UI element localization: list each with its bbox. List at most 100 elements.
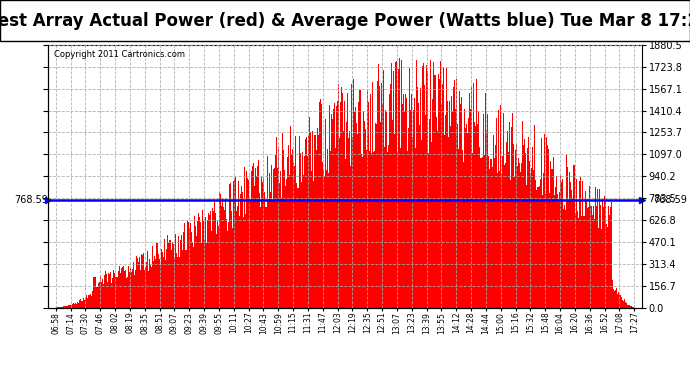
Bar <box>250 201 251 308</box>
Bar <box>139 257 140 307</box>
Bar <box>386 112 387 308</box>
Bar <box>489 170 490 308</box>
Bar <box>235 183 237 308</box>
Bar <box>345 159 346 308</box>
Bar <box>477 139 478 308</box>
Bar <box>89 295 90 307</box>
Bar <box>533 170 534 308</box>
Bar <box>156 243 157 308</box>
Bar <box>113 270 114 308</box>
Bar <box>144 270 145 308</box>
Bar <box>227 231 228 308</box>
Bar <box>605 201 606 308</box>
Bar <box>310 132 311 308</box>
Bar <box>285 186 286 308</box>
Bar <box>522 122 523 308</box>
Bar <box>97 287 98 308</box>
Bar <box>106 274 107 308</box>
Bar <box>287 158 288 308</box>
Bar <box>181 235 182 308</box>
Bar <box>336 106 337 307</box>
Bar <box>196 236 197 308</box>
Bar <box>220 194 221 308</box>
Bar <box>224 210 225 308</box>
Bar <box>201 240 202 308</box>
Bar <box>161 252 163 308</box>
Bar <box>439 79 440 308</box>
Bar <box>483 114 484 308</box>
Bar <box>92 291 93 308</box>
Bar <box>481 158 482 308</box>
Bar <box>318 135 319 308</box>
Bar <box>577 168 578 308</box>
Bar <box>170 240 171 308</box>
Bar <box>340 102 341 308</box>
Bar <box>317 143 318 308</box>
Text: 768.59: 768.59 <box>14 195 48 205</box>
Bar <box>155 259 156 308</box>
Bar <box>428 153 429 308</box>
Bar <box>232 228 233 308</box>
Bar <box>518 158 519 308</box>
Bar <box>470 109 471 308</box>
Bar <box>622 300 623 307</box>
Bar <box>292 149 293 308</box>
Bar <box>560 175 561 308</box>
Bar <box>265 207 266 308</box>
Bar <box>314 135 315 308</box>
Bar <box>542 165 544 308</box>
Bar <box>453 111 455 308</box>
Bar <box>123 270 124 308</box>
Bar <box>303 175 304 308</box>
Bar <box>416 60 417 308</box>
Bar <box>551 169 552 308</box>
Bar <box>239 216 240 308</box>
Bar <box>401 101 402 308</box>
Bar <box>459 159 460 308</box>
Bar <box>308 136 309 308</box>
Bar <box>103 284 104 308</box>
Bar <box>251 171 252 308</box>
Bar <box>193 247 194 308</box>
Bar <box>210 211 211 308</box>
Bar <box>576 179 577 308</box>
Bar <box>296 191 297 308</box>
Bar <box>138 262 139 308</box>
Bar <box>246 171 247 308</box>
Bar <box>132 269 133 308</box>
Bar <box>581 216 582 308</box>
Bar <box>368 102 369 308</box>
Bar <box>272 200 273 308</box>
Bar <box>111 283 112 308</box>
Bar <box>216 234 217 308</box>
Bar <box>116 277 117 308</box>
Bar <box>146 262 147 308</box>
Bar <box>214 202 215 308</box>
Bar <box>583 216 584 308</box>
Bar <box>312 178 313 308</box>
Bar <box>626 303 627 307</box>
Bar <box>548 149 549 308</box>
Bar <box>161 249 162 308</box>
Bar <box>257 166 258 308</box>
Bar <box>128 266 129 308</box>
Bar <box>178 239 179 308</box>
Bar <box>524 131 525 308</box>
Bar <box>517 167 518 308</box>
Bar <box>328 173 329 308</box>
Bar <box>299 136 300 308</box>
Bar <box>378 64 379 308</box>
Bar <box>598 228 599 308</box>
Bar <box>569 172 570 308</box>
Bar <box>334 103 335 308</box>
Bar <box>70 305 71 308</box>
Bar <box>337 101 338 308</box>
Bar <box>419 125 420 308</box>
Bar <box>630 306 631 308</box>
Bar <box>94 278 95 308</box>
Bar <box>82 301 83 307</box>
Bar <box>284 170 285 308</box>
Bar <box>122 267 123 308</box>
Bar <box>385 110 386 308</box>
Bar <box>330 151 331 308</box>
